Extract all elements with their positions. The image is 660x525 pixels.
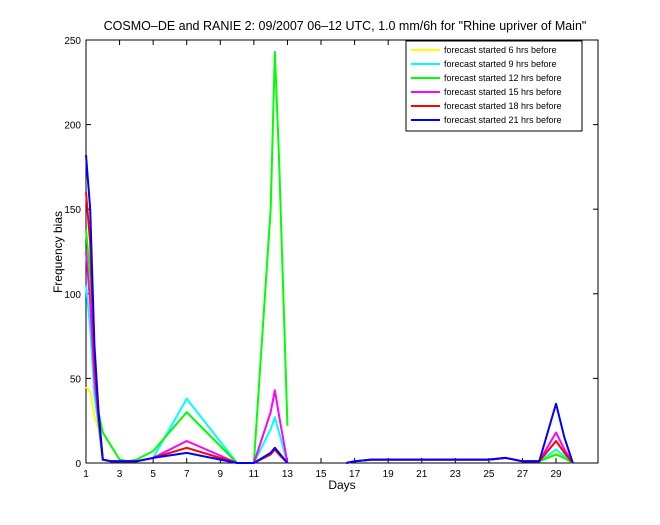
legend-label: forecast started 12 hrs before — [444, 73, 562, 83]
legend-item: forecast started 18 hrs before — [411, 101, 562, 111]
legend-item: forecast started 6 hrs before — [411, 45, 557, 55]
y-tick-label: 200 — [64, 121, 81, 132]
legend-item: forecast started 15 hrs before — [411, 87, 562, 97]
y-tick-label: 0 — [75, 459, 81, 470]
x-tick-label: 25 — [483, 469, 495, 480]
x-tick-label: 17 — [349, 469, 361, 480]
x-tick-label: 11 — [249, 469, 260, 480]
y-tick-label: 50 — [70, 374, 82, 385]
legend-label: forecast started 21 hrs before — [444, 115, 562, 125]
x-tick-label: 27 — [517, 469, 529, 480]
series-line — [345, 402, 574, 464]
legend: forecast started 6 hrs before forecast st… — [405, 40, 583, 132]
x-tick-label: 7 — [184, 469, 190, 480]
series-line — [85, 154, 289, 464]
y-tick-label: 100 — [64, 290, 81, 301]
x-axis-label: Days — [328, 478, 355, 492]
x-tick-label: 1 — [83, 469, 89, 480]
x-axis-ticks: 1 3 5 7 9 11 13 15 17 19 21 23 25 27 29 — [83, 40, 562, 480]
y-tick-label: 150 — [64, 205, 81, 216]
x-tick-label: 5 — [150, 469, 156, 480]
x-tick-label: 13 — [282, 469, 294, 480]
y-axis-ticks: 0 50 100 150 200 250 — [64, 36, 598, 470]
legend-item: forecast started 9 hrs before — [411, 59, 557, 69]
x-tick-label: 29 — [550, 469, 562, 480]
y-tick-label: 250 — [64, 36, 81, 47]
x-tick-label: 19 — [383, 469, 395, 480]
legend-box — [405, 40, 583, 132]
series-6 — [85, 154, 574, 464]
legend-item: forecast started 21 hrs before — [411, 115, 562, 125]
x-tick-label: 15 — [315, 469, 327, 480]
legend-item: forecast started 12 hrs before — [411, 73, 562, 83]
legend-label: forecast started 15 hrs before — [444, 87, 562, 97]
data-series-group — [85, 50, 574, 464]
x-tick-label: 9 — [218, 469, 224, 480]
legend-label: forecast started 18 hrs before — [444, 101, 562, 111]
legend-label: forecast started 9 hrs before — [444, 59, 557, 69]
x-tick-label: 23 — [450, 469, 462, 480]
x-tick-label: 3 — [117, 469, 123, 480]
legend-label: forecast started 6 hrs before — [444, 45, 557, 55]
y-axis-label: Frequency bias — [51, 211, 65, 293]
chart-title: COSMO–DE and RANIE 2: 09/2007 06–12 UTC,… — [104, 19, 587, 33]
x-tick-label: 21 — [416, 469, 428, 480]
